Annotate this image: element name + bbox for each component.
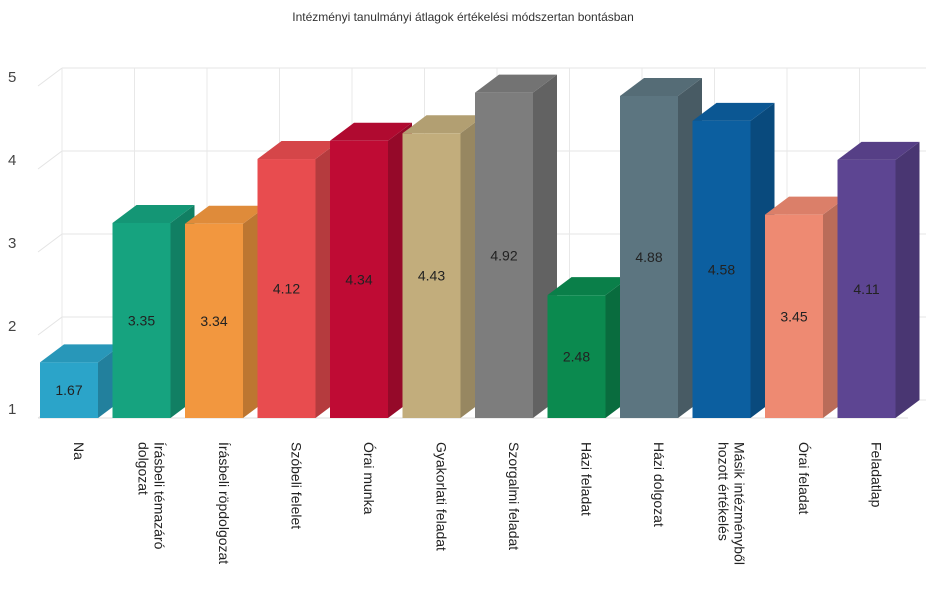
gridline-depth	[37, 150, 63, 170]
bar-top	[692, 102, 775, 121]
x-tick-label-line: Szóbeli felelet	[289, 442, 305, 529]
data-label: 3.35	[128, 312, 155, 328]
x-tick-label-line: Írásbeli röpdolgozat	[216, 442, 232, 564]
x-tick-label-line: Másik intézményből	[732, 442, 748, 565]
data-label: 1.67	[55, 382, 82, 398]
bar	[402, 115, 485, 418]
bar	[40, 344, 122, 418]
bar-front	[112, 222, 171, 418]
x-tick-label: Szóbeli felelet	[289, 442, 305, 529]
bar-top	[620, 77, 702, 96]
bar-top	[257, 141, 340, 160]
x-tick-label: Írásbeli röpdolgozat	[216, 442, 232, 564]
x-tick-label: Házi dolgozat	[651, 442, 667, 527]
x-tick-label: Órai feladat	[796, 442, 812, 514]
bar-front	[837, 159, 896, 418]
bar-top	[40, 344, 122, 363]
bar-top	[547, 277, 630, 296]
bar-top	[837, 141, 920, 160]
bar-front	[475, 92, 533, 418]
x-tick-label-line: dolgozat	[136, 442, 152, 495]
x-tick-label-line: Szorgalmi feladat	[506, 442, 522, 550]
bar-front	[40, 362, 98, 418]
x-tick-label-line: hozott értékelés	[716, 442, 732, 541]
bar	[185, 205, 267, 418]
x-tick-label-line: Feladatlap	[869, 442, 885, 508]
x-tick-label-line: Írásbeli témazáró	[152, 442, 168, 550]
data-label: 4.58	[708, 261, 735, 277]
bar-front	[257, 159, 316, 419]
bar	[547, 277, 630, 418]
gridline-depth	[37, 316, 63, 336]
bar	[475, 74, 557, 418]
x-tick-label-line: Órai munka	[361, 442, 377, 515]
data-label: 4.88	[635, 249, 662, 265]
bar-front	[185, 223, 243, 418]
y-tick-label: 5	[8, 69, 16, 86]
x-tick-label: Házi feladat	[579, 442, 595, 516]
bar-top	[475, 74, 557, 93]
bar	[620, 77, 702, 419]
bar-front	[692, 120, 751, 419]
x-tick-label-line: Házi feladat	[579, 442, 595, 516]
bar-top	[112, 204, 195, 223]
bar-front	[330, 140, 388, 418]
y-tick-label: 3	[8, 235, 16, 252]
x-tick-label: Gyakorlati feladat	[434, 442, 450, 551]
x-tick-label: Feladatlap	[869, 442, 885, 508]
data-label: 4.11	[853, 281, 879, 297]
x-tick-label-line: Na	[71, 442, 87, 460]
bar-front	[620, 95, 678, 419]
data-label: 2.48	[563, 349, 590, 365]
x-tick-label: Na	[71, 442, 87, 460]
x-tick-label: Szorgalmi feladat	[506, 442, 522, 550]
chart-title: Intézményi tanulmányi átlagok értékelési…	[292, 10, 634, 24]
data-label: 4.92	[490, 247, 517, 263]
bar	[330, 122, 412, 418]
bar	[112, 204, 195, 418]
bar-front	[402, 133, 461, 418]
x-tick-label: Órai munka	[361, 442, 377, 515]
gridline-depth	[37, 233, 63, 253]
data-label: 4.34	[345, 271, 372, 287]
bar-top	[402, 115, 485, 134]
data-label: 3.45	[780, 308, 807, 324]
y-tick-label: 1	[8, 401, 16, 418]
bar-top	[765, 196, 847, 215]
bar-side	[895, 141, 920, 418]
bar	[765, 196, 847, 418]
x-tick-label-line: Házi dolgozat	[651, 442, 667, 527]
bar-front	[765, 214, 823, 418]
x-tick-label-line: Gyakorlati feladat	[434, 442, 450, 551]
y-tick-label: 2	[8, 318, 16, 335]
bar	[257, 141, 340, 419]
bar-top	[330, 122, 412, 141]
data-label: 3.34	[200, 313, 227, 329]
y-tick-label: 4	[8, 152, 16, 169]
bar-top	[185, 205, 267, 224]
x-tick-label-line: Órai feladat	[796, 442, 812, 514]
gridline-depth	[37, 67, 63, 87]
data-label: 4.12	[273, 281, 300, 297]
bar	[837, 141, 920, 418]
bar	[692, 102, 775, 419]
data-label: 4.43	[418, 268, 445, 284]
bar-front	[547, 295, 606, 418]
